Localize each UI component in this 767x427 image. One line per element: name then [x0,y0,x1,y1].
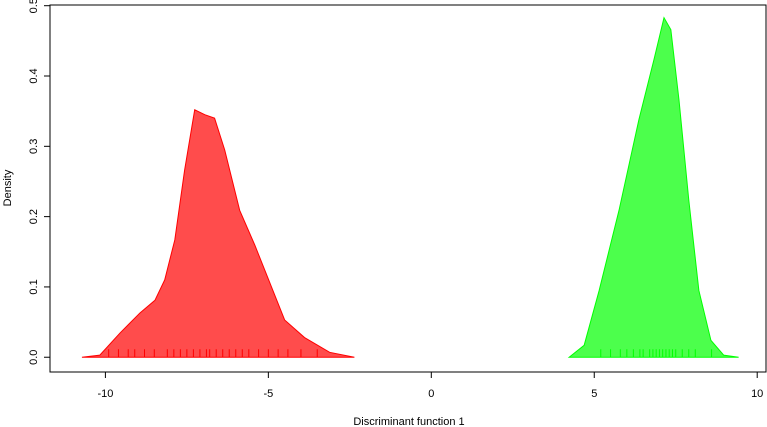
x-tick-label: 10 [751,388,763,400]
y-tick-label: 0.2 [28,209,40,224]
y-tick-label: 0.4 [28,68,40,83]
y-tick-label: 0.5 [28,0,40,13]
density-area [81,109,355,358]
x-tick-label: -10 [97,388,113,400]
x-axis-label: Discriminant function 1 [353,416,464,427]
x-tick-label: 5 [591,388,597,400]
y-tick-label: 0.1 [28,279,40,294]
density-area [567,16,739,358]
x-tick-label: -5 [263,388,273,400]
plot-frame [49,4,767,373]
y-tick-label: 0.0 [28,350,40,365]
y-axis-label: Density [2,169,14,206]
y-tick-label: 0.3 [28,139,40,154]
x-tick-label: 0 [428,388,434,400]
